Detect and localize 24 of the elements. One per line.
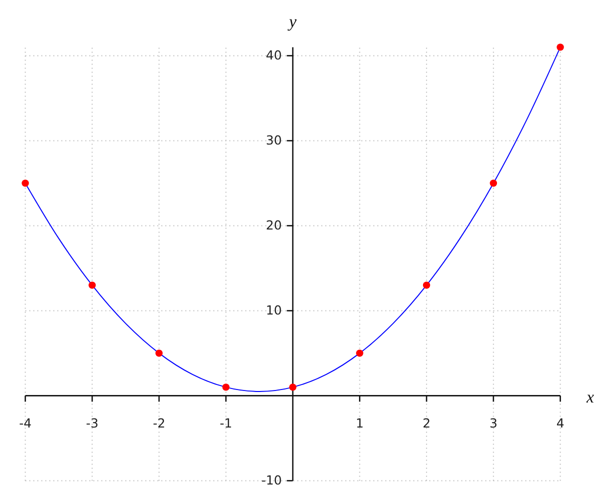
x-tick-label: -3 xyxy=(86,416,98,431)
y-tick-label: 40 xyxy=(266,48,282,63)
x-tick-label: 3 xyxy=(489,416,498,431)
x-tick-label: 4 xyxy=(556,416,564,431)
point xyxy=(490,180,498,187)
point xyxy=(22,180,29,187)
point xyxy=(155,350,163,357)
y-tick-label: -10 xyxy=(261,472,282,488)
y-axis-title: y xyxy=(287,12,298,32)
point xyxy=(88,282,96,289)
point xyxy=(289,384,296,391)
point xyxy=(556,44,564,51)
x-tick-label: -4 xyxy=(19,416,32,431)
x-axis-title: x xyxy=(586,388,595,407)
point xyxy=(356,350,364,357)
y-tick-label: 10 xyxy=(266,302,282,318)
x-tick-label: 2 xyxy=(422,416,431,431)
x-tick-label: -2 xyxy=(152,416,166,431)
y-tick-label: 30 xyxy=(266,132,282,148)
y-tick-label: 20 xyxy=(266,218,282,233)
x-tick-label: 1 xyxy=(356,416,364,431)
x-tick-label: -1 xyxy=(220,416,232,431)
point xyxy=(422,282,430,289)
point xyxy=(222,384,230,391)
